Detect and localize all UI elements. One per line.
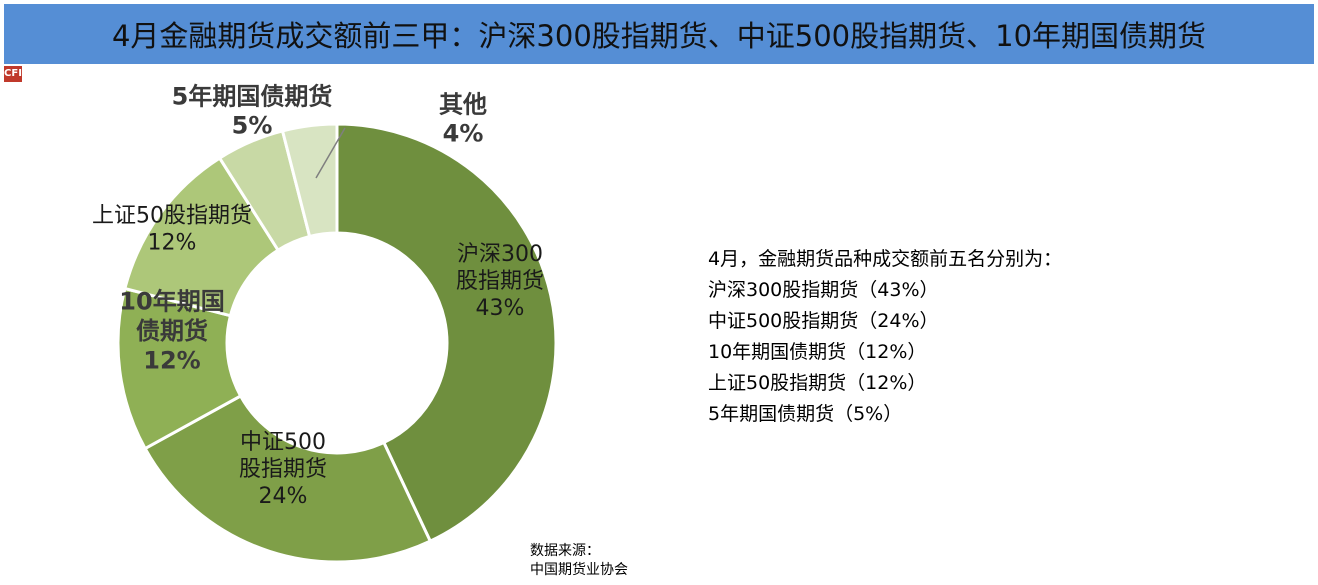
leader-line (315, 127, 346, 179)
summary-line: 沪深300股指期货（43%） (708, 279, 939, 301)
cfi-logo: CFI (4, 66, 22, 82)
slice-category-label: 债期货 (136, 317, 208, 345)
source-label: 数据来源： (530, 543, 600, 559)
summary-line: 5年期国债期货（5%） (708, 403, 903, 425)
slice-category-label: 5年期国债期货 (172, 82, 333, 110)
source-name: 中国期货业协会 (530, 562, 628, 578)
slice-category-label: 股指期货 (456, 269, 544, 294)
slice-category-label: 其他 (439, 90, 487, 118)
summary-heading: 4月，金融期货品种成交额前五名分别为： (708, 248, 1063, 270)
slice-category-label: 中证500 (240, 430, 326, 455)
slice-category-label: 沪深300 (457, 242, 543, 267)
slice-value-label: 24% (259, 484, 308, 509)
slice-category-label: 上证50股指期货 (92, 204, 252, 229)
data-source: 数据来源： 中国期货业协会 (530, 542, 628, 580)
summary-text: 4月，金融期货品种成交额前五名分别为： 沪深300股指期货（43%） 中证500… (708, 244, 1062, 430)
donut-slice (143, 393, 433, 564)
slice-value-label: 5% (232, 112, 273, 140)
summary-line: 10年期国债期货（12%） (708, 341, 927, 363)
slice-value-label: 4% (443, 120, 484, 148)
page-title: 4月金融期货成交额前三甲：沪深300股指期货、中证500股指期货、10年期国债期… (111, 19, 1207, 53)
summary-line: 上证50股指期货（12%） (708, 372, 927, 394)
slice-value-label: 43% (476, 296, 525, 321)
title-bar: 4月金融期货成交额前三甲：沪深300股指期货、中证500股指期货、10年期国债期… (4, 4, 1314, 64)
slice-category-label: 股指期货 (239, 457, 327, 482)
donut-slice (280, 122, 339, 239)
slice-value-label: 12% (143, 346, 200, 374)
slice-category-label: 10年期国 (119, 288, 224, 316)
donut-slice (335, 122, 558, 544)
summary-line: 中证500股指期货（24%） (708, 310, 939, 332)
slice-value-label: 12% (148, 230, 197, 255)
